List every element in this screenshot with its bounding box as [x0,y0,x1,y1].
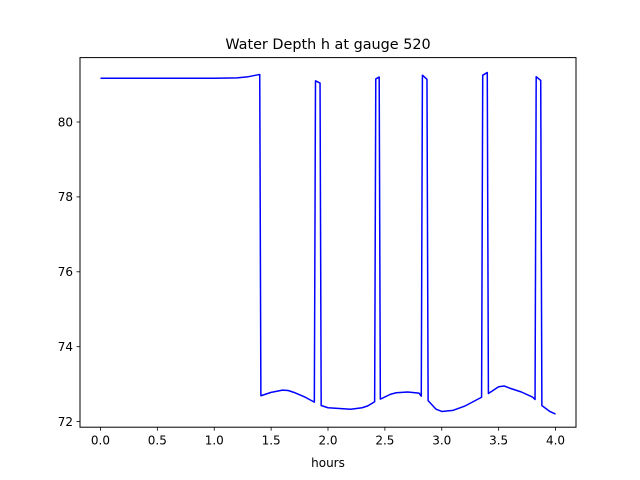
y-tick-label: 74 [58,340,73,354]
y-tick-label: 80 [58,115,73,129]
x-tick-label: 1.0 [205,434,224,448]
x-tick-label: 1.5 [262,434,281,448]
plot-content [100,71,556,415]
x-tick-label: 3.5 [489,434,508,448]
chart-title: Water Depth h at gauge 520 [225,37,430,53]
y-tick-label: 76 [58,265,73,279]
y-tick-label: 78 [58,190,73,204]
x-tick-label: 0.0 [91,434,110,448]
x-tick-label: 4.0 [546,434,565,448]
series-line-0 [100,71,556,415]
x-axis: 0.0 0.5 1.0 1.5 2.0 2.5 3.0 3.5 4.0 [91,427,565,448]
x-tick-label: 3.0 [432,434,451,448]
y-tick-label: 72 [58,415,73,429]
x-axis-label: hours [311,456,345,470]
x-tick-label: 2.5 [375,434,394,448]
x-tick-label: 0.5 [148,434,167,448]
y-axis: 72 74 76 78 80 [58,115,80,429]
x-tick-label: 2.0 [318,434,337,448]
